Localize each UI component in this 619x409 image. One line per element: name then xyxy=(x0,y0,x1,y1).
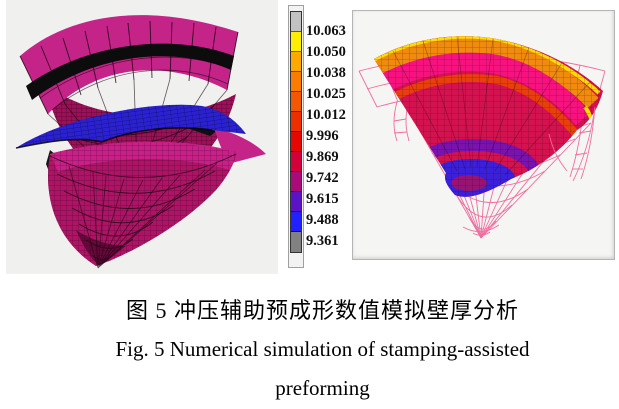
colorbar-segment xyxy=(291,212,301,232)
colorbar-label: 9.361 xyxy=(306,233,339,249)
thickness-colorbar xyxy=(288,5,304,268)
caption-line-en2: preforming xyxy=(275,376,370,400)
colorbar-label: 9.742 xyxy=(306,170,339,186)
colorbar-labels: 10.063 10.050 10.038 10.025 10.012 9.996 9.869… xyxy=(306,0,354,270)
colorbar-label: 10.025 xyxy=(306,86,346,102)
figure-caption: 图 5 冲压辅助预成形数值模拟壁厚分析 Fig. 5 Numerical sim… xyxy=(0,291,619,408)
caption-line-en1: Fig. 5 Numerical simulation of stamping-… xyxy=(115,337,530,361)
upper-die-flange xyxy=(19,15,239,115)
colorbar-segment xyxy=(291,92,301,112)
drawn-cup-mesh xyxy=(47,141,237,269)
colorbar-label: 10.012 xyxy=(306,107,346,123)
colorbar-segment xyxy=(291,192,301,212)
colorbar-segment xyxy=(291,232,301,252)
colorbar-segment xyxy=(291,32,301,52)
colorbar-bar xyxy=(290,11,302,253)
colorbar-segment xyxy=(291,112,301,132)
colorbar-label: 10.063 xyxy=(306,23,346,39)
right-simulation-view xyxy=(358,36,606,239)
colorbar-label: 9.488 xyxy=(306,212,339,228)
colorbar-label: 10.038 xyxy=(306,65,346,81)
flange-black-band xyxy=(26,43,234,100)
colorbar-label: 10.050 xyxy=(306,44,346,60)
colorbar-segment xyxy=(291,52,301,72)
colorbar-label: 9.615 xyxy=(306,191,339,207)
colorbar-segment xyxy=(291,72,301,92)
colorbar-segment xyxy=(291,152,301,172)
thickness-contour-surface xyxy=(374,36,603,197)
colorbar-segment xyxy=(291,132,301,152)
colorbar-label: 9.869 xyxy=(306,149,339,165)
right-simulation-panel xyxy=(352,10,615,260)
colorbar-segment xyxy=(291,172,301,192)
caption-line-zh: 图 5 冲压辅助预成形数值模拟壁厚分析 xyxy=(125,298,519,323)
colorbar-segment xyxy=(291,12,301,32)
colorbar-label: 9.996 xyxy=(306,128,339,144)
left-simulation-view xyxy=(6,0,278,274)
